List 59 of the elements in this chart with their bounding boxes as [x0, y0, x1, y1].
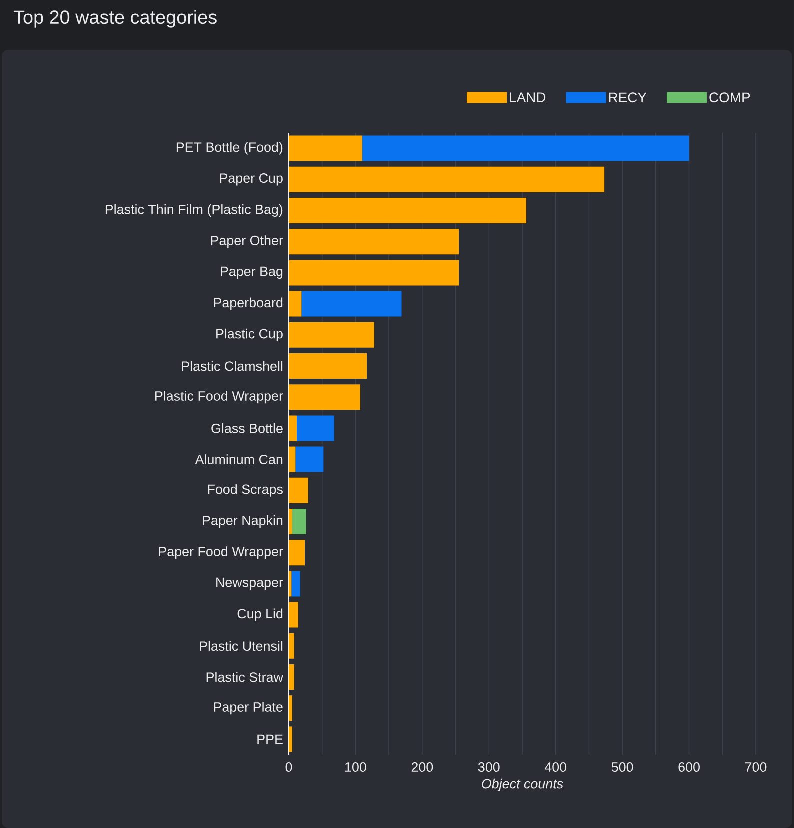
y-tick-label: Glass Bottle	[212, 424, 283, 434]
bar	[289, 540, 306, 566]
bar	[289, 478, 308, 504]
x-tick-label: 100	[346, 762, 366, 772]
bar	[289, 229, 460, 255]
x-tick-label: 400	[544, 762, 567, 772]
legend-label: LAND	[510, 92, 546, 102]
y-tick-label: Food Scraps	[208, 484, 283, 497]
bar	[289, 696, 292, 722]
y-tick-label: Paper Food Wrapper	[159, 546, 284, 560]
y-tick-label: Cup Lid	[238, 608, 283, 622]
bar	[289, 571, 292, 597]
y-tick-label: Newspaper	[216, 578, 284, 590]
bar	[289, 384, 360, 410]
bar	[302, 291, 402, 317]
bar	[289, 322, 374, 348]
legend-label: COMP	[710, 92, 750, 103]
y-tick-label: Paper Napkin	[203, 515, 283, 528]
y-tick-label: Plastic Thin Film (Plastic Bag)	[106, 204, 283, 218]
x-tick-label: 300	[478, 762, 500, 772]
y-tick-label: Paper Bag	[221, 266, 283, 279]
bar	[289, 260, 460, 286]
bar	[297, 416, 334, 442]
x-tick-label: 700	[745, 762, 767, 772]
y-tick-label: Plastic Utensil	[200, 641, 283, 652]
bar	[289, 198, 526, 224]
bar	[289, 633, 294, 659]
bar	[289, 446, 296, 472]
x-tick-label: 0	[286, 762, 292, 772]
y-tick-label: Paperboard	[214, 298, 283, 310]
bar	[289, 166, 605, 192]
y-tick-label: Plastic Food Wrapper	[156, 391, 284, 404]
bar	[296, 446, 324, 472]
bar	[289, 602, 298, 628]
bar	[289, 136, 362, 162]
y-tick-label: Plastic Cup	[216, 328, 283, 342]
y-tick-label: Plastic Clamshell	[182, 361, 283, 372]
x-tick-label: 500	[612, 762, 634, 772]
bar	[292, 571, 300, 597]
bar	[289, 726, 292, 752]
y-tick-label: PPE	[258, 734, 283, 744]
bar	[289, 664, 294, 690]
bar	[292, 508, 306, 534]
x-tick-label: 600	[678, 762, 700, 772]
bar	[289, 291, 302, 317]
y-tick-label: Plastic Straw	[206, 672, 284, 682]
bar	[289, 416, 298, 442]
bar	[289, 353, 368, 379]
y-tick-label: Paper Plate	[214, 702, 283, 715]
y-tick-label: PET Bottle (Food)	[176, 142, 283, 155]
x-tick-label: 200	[412, 762, 434, 772]
text: Top 20 waste categories	[14, 10, 217, 28]
y-tick-label: Paper Cup	[220, 174, 283, 186]
bar	[289, 508, 292, 534]
x-axis-title: Object counts	[482, 778, 564, 792]
y-tick-label: Paper Other	[211, 236, 284, 248]
y-tick-label: Aluminum Can	[195, 454, 283, 464]
legend-label: RECY	[609, 92, 647, 103]
bar	[362, 136, 690, 162]
